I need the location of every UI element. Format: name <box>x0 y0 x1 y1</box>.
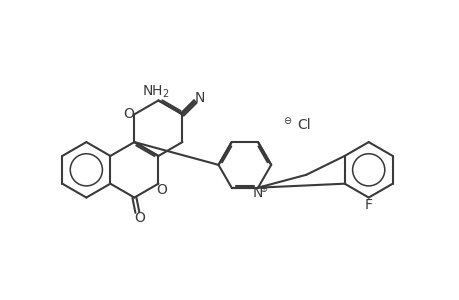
Text: Cl: Cl <box>297 118 310 132</box>
Text: O: O <box>134 212 145 225</box>
Text: N: N <box>194 91 205 105</box>
Text: O: O <box>156 183 167 196</box>
Text: O: O <box>123 107 134 121</box>
Text: F: F <box>364 199 372 212</box>
Text: ⊖: ⊖ <box>283 116 291 126</box>
Text: N: N <box>252 186 263 200</box>
Text: ⊕: ⊕ <box>259 184 267 194</box>
Text: NH$_2$: NH$_2$ <box>141 83 169 100</box>
